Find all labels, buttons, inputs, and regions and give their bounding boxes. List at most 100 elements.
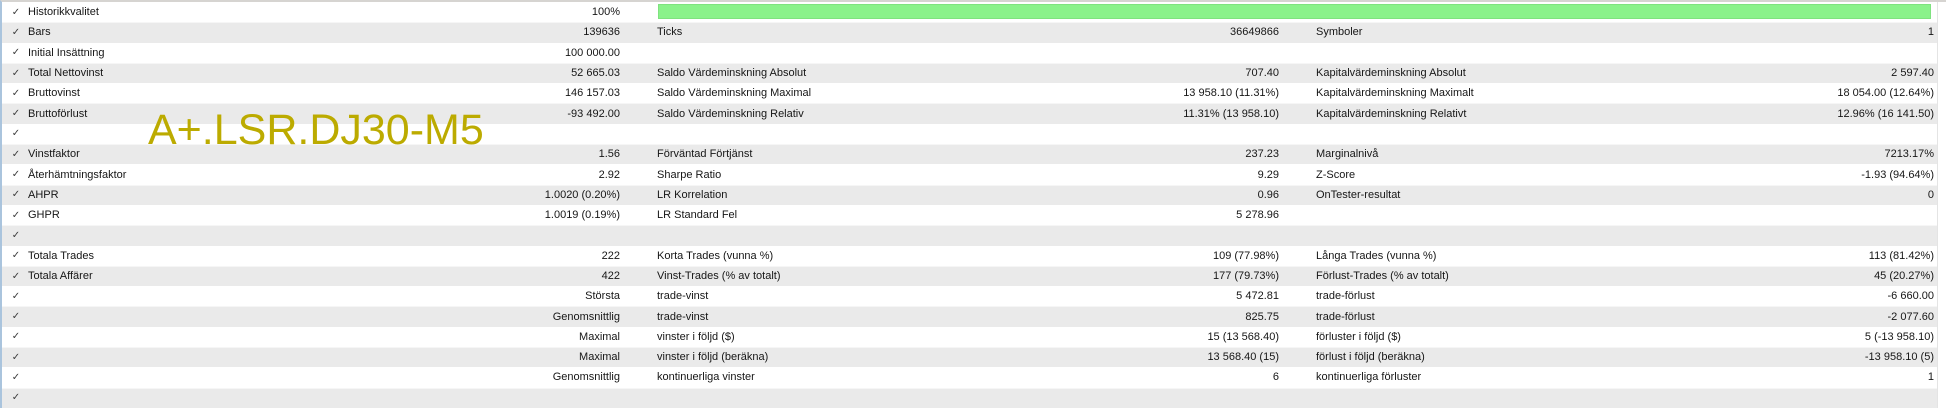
value-column1: 146 157.03 xyxy=(564,87,620,100)
value-column2: 9.29 xyxy=(1257,168,1279,181)
label-column1: GHPR xyxy=(28,209,60,222)
check-icon: ✓ xyxy=(11,331,21,343)
value-column2: 11.31% (13 958.10) xyxy=(1183,107,1279,120)
value-column1: 139636 xyxy=(583,26,620,39)
label-column3: Förlust-Trades (% av totalt) xyxy=(1316,270,1449,282)
label-column2: Saldo Värdeminskning Absolut xyxy=(657,67,807,80)
table-row[interactable]: ✓ Maximal vinster i följd (beräkna) 13 568.… xyxy=(2,347,1938,368)
table-row[interactable]: ✓ AHPR 1.0020 (0.20%) LR Korrelation 0.96 OnT… xyxy=(2,184,1938,205)
label-column3: trade-förlust xyxy=(1316,290,1375,303)
table-row[interactable]: ✓ Bruttoförlust -93 492.00 Saldo Värdeminsk… xyxy=(2,103,1938,124)
label-column1: Bars xyxy=(28,26,51,39)
check-icon: ✓ xyxy=(11,311,21,323)
check-icon: ✓ xyxy=(11,290,21,302)
table-row[interactable]: ✓ Initial Insättning 100 000.00 xyxy=(2,42,1938,63)
value-column2: 237.23 xyxy=(1245,148,1279,161)
check-icon: ✓ xyxy=(11,351,21,363)
label-column1: Totala Trades xyxy=(28,249,95,262)
table-row[interactable]: ✓ Genomsnittlig kontinuerliga vinster 6 kont… xyxy=(2,367,1938,388)
check-icon: ✓ xyxy=(11,26,21,38)
check-icon: ✓ xyxy=(11,189,21,201)
label-column2: Saldo Värdeminskning Maximal xyxy=(657,87,812,100)
label-column2: Ticks xyxy=(657,26,683,39)
value-column3: 2 597.40 xyxy=(1891,67,1934,80)
label-column2: vinster i följd (beräkna) xyxy=(657,351,769,364)
table-row[interactable]: ✓ xyxy=(2,123,1938,145)
label-column1: Återhämtningsfaktor xyxy=(28,168,127,181)
value-column3: 18 054.00 (12.64%) xyxy=(1837,87,1934,100)
value-column3: -6 660.00 xyxy=(1887,290,1934,303)
value-column1: 1.56 xyxy=(598,148,620,161)
table-row[interactable]: ✓ GHPR 1.0019 (0.19%) LR Standard Fel 5 278.… xyxy=(2,204,1938,226)
label-column2: vinster i följd ($) xyxy=(657,330,735,343)
table-row[interactable]: ✓ Maximal vinster i följd ($) 15 (13 568.40… xyxy=(2,326,1938,348)
table-row[interactable]: ✓ xyxy=(2,225,1938,246)
label-column3: Symboler xyxy=(1316,26,1363,39)
value-column3: 45 (20.27%) xyxy=(1874,270,1934,282)
label-column1: Totala Affärer xyxy=(28,270,93,282)
value-column3: -2 077.60 xyxy=(1887,310,1934,323)
label-column1: Vinstfaktor xyxy=(28,148,80,161)
value-column2: 177 (79.73%) xyxy=(1212,270,1279,282)
check-icon: ✓ xyxy=(11,6,21,18)
label-column1: Bruttoförlust xyxy=(28,107,88,120)
value-column3: 1 xyxy=(1927,371,1934,384)
label-column3: Kapitalvärdeminskning Maximalt xyxy=(1316,87,1474,100)
table-row[interactable]: ✓ Bruttovinst 146 157.03 Saldo Värdeminskni… xyxy=(2,83,1938,104)
check-icon: ✓ xyxy=(11,209,21,221)
table-row[interactable]: ✓ Genomsnittlig trade-vinst 825.75 trade-för… xyxy=(2,306,1938,327)
table-row[interactable]: ✓ Bars 139636 Ticks 36649866 Symboler 1 xyxy=(2,22,1938,43)
value-column3: 12.96% (16 141.50) xyxy=(1837,107,1934,120)
value-column2: 5 278.96 xyxy=(1236,209,1279,222)
check-icon: ✓ xyxy=(11,148,21,160)
label-column3: Z-Score xyxy=(1316,168,1356,181)
value-column3: 1 xyxy=(1927,26,1934,39)
label-column2: Korta Trades (vunna %) xyxy=(657,249,774,262)
value-column2: 825.75 xyxy=(1245,310,1279,323)
label-column3: Kapitalvärdeminskning Absolut xyxy=(1316,67,1466,80)
check-icon: ✓ xyxy=(11,229,21,241)
label-column2: Sharpe Ratio xyxy=(657,168,722,181)
value-column2: 13 958.10 (11.31%) xyxy=(1183,87,1279,100)
check-icon: ✓ xyxy=(11,169,21,181)
value-column2: 109 (77.98%) xyxy=(1212,249,1279,262)
check-icon: ✓ xyxy=(11,87,21,99)
value-column1: 222 xyxy=(601,249,620,262)
table-row[interactable]: ✓ Återhämtningsfaktor 2.92 Sharpe Ratio 9.29… xyxy=(2,164,1938,185)
value-column1: 100 000.00 xyxy=(564,46,620,59)
label-column3: Kapitalvärdeminskning Relativt xyxy=(1316,107,1467,120)
label-column3: trade-förlust xyxy=(1316,310,1375,323)
label-column1: Total Nettovinst xyxy=(28,67,104,80)
value-column1: Genomsnittlig xyxy=(552,310,620,323)
table-row[interactable]: ✓ Vinstfaktor 1.56 Förväntad Förtjänst 237.2… xyxy=(2,144,1938,165)
table-row[interactable]: ✓ Totala Affärer 422 Vinst-Trades (% av tot… xyxy=(2,265,1938,287)
label-column2: trade-vinst xyxy=(657,310,709,323)
value-column1: Maximal xyxy=(579,351,620,364)
value-column2: 15 (13 568.40) xyxy=(1207,330,1279,343)
value-column3: -13 958.10 (5) xyxy=(1864,351,1934,364)
table-row[interactable]: ✓ Historikkvalitet 100% xyxy=(2,2,1938,23)
check-icon: ✓ xyxy=(11,250,21,262)
value-column1: 2.92 xyxy=(598,168,620,181)
value-column1: Största xyxy=(585,290,620,303)
scrollbar-track[interactable] xyxy=(1937,2,1946,408)
label-column2: trade-vinst xyxy=(657,290,709,303)
value-column2: 36649866 xyxy=(1230,26,1279,39)
value-column3: 0 xyxy=(1927,188,1934,201)
label-column1: AHPR xyxy=(28,188,59,201)
label-column2: Förväntad Förtjänst xyxy=(657,148,753,161)
value-column1: 100% xyxy=(591,6,620,19)
label-column2: LR Korrelation xyxy=(657,188,728,201)
label-column3: kontinuerliga förluster xyxy=(1316,371,1422,384)
table-row[interactable]: ✓ Största trade-vinst 5 472.81 trade-förlust… xyxy=(2,286,1938,307)
table-row[interactable]: ✓ Total Nettovinst 52 665.03 Saldo Värdemin… xyxy=(2,62,1938,84)
check-icon: ✓ xyxy=(11,270,21,282)
label-column3: OnTester-resultat xyxy=(1316,188,1401,201)
value-column3: -1.93 (94.64%) xyxy=(1861,168,1934,181)
value-column1: 422 xyxy=(601,270,620,282)
value-column1: -93 492.00 xyxy=(567,107,620,120)
value-column1: 1.0020 (0.20%) xyxy=(544,188,620,201)
table-row[interactable]: ✓ xyxy=(2,387,1938,408)
table-row[interactable]: ✓ Totala Trades 222 Korta Trades (vunna %) 1… xyxy=(2,245,1938,266)
